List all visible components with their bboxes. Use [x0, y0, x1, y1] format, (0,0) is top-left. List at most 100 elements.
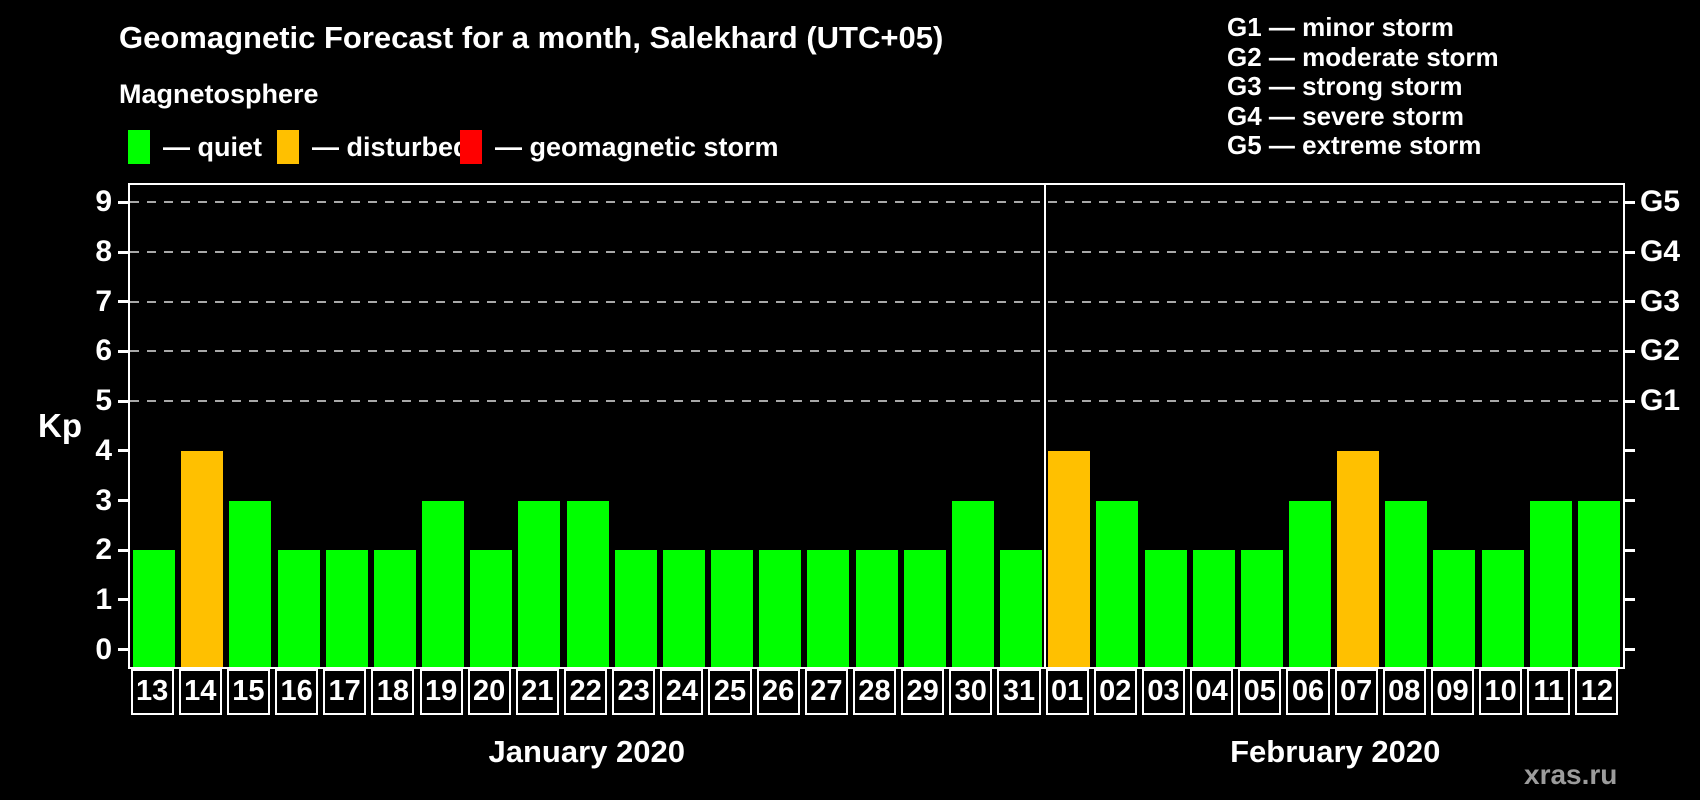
month-separator: [1044, 185, 1046, 667]
kp-bar: [1529, 500, 1572, 667]
watermark: xras.ru: [1524, 759, 1618, 790]
day-label: 18: [371, 669, 415, 715]
day-label: 02: [1093, 669, 1137, 715]
day-label: 24: [660, 669, 704, 715]
y-axis-tick: [118, 349, 128, 353]
gridline-kp-7: [130, 300, 1623, 303]
day-label: 17: [323, 669, 367, 715]
right-axis-tick: [1625, 200, 1635, 204]
day-label: 28: [852, 669, 897, 715]
kp-bar: [855, 550, 898, 667]
storm-scale-g3: G3 — strong storm: [1227, 71, 1463, 101]
kp-bar: [1289, 500, 1331, 667]
right-axis-tick: [1625, 349, 1635, 353]
month-labels: January 2020 February 2020: [128, 734, 1625, 774]
day-label: 10: [1479, 669, 1523, 715]
day-label: 21: [515, 669, 559, 715]
day-label: 16: [275, 669, 319, 715]
day-label: 05: [1238, 669, 1282, 715]
quiet-color-swatch: [128, 130, 150, 164]
kp-bar: [1337, 450, 1380, 667]
kp-bar: [181, 450, 224, 667]
storm-scale-g2: G2 — moderate storm: [1227, 41, 1499, 72]
y-axis-tick: [118, 499, 128, 503]
day-label: 22: [564, 669, 608, 715]
kp-bar: [1096, 500, 1139, 667]
day-label: 25: [708, 669, 752, 715]
day-label: 09: [1430, 669, 1475, 715]
y-axis-label: 4: [95, 433, 112, 467]
right-axis-tick: [1625, 598, 1635, 602]
gridline-kp-5: [130, 400, 1623, 403]
day-label: 13: [130, 669, 174, 715]
plot-area: Kp 0 1 2 3 4 5 6 7 8 9 G1 G2 G3 G4 G5: [38, 183, 1680, 669]
day-label: 27: [804, 669, 848, 715]
y-axis-label: 3: [95, 483, 112, 517]
storm-scale-legend: G1 — minor storm G2 — moderate storm G3 …: [1227, 12, 1499, 161]
kp-bar: [133, 550, 176, 667]
day-label: 29: [901, 669, 945, 715]
y-axis-tick: [118, 200, 128, 204]
y-axis-label: 6: [95, 334, 112, 368]
kp-bar: [759, 550, 802, 667]
kp-bar: [1577, 500, 1620, 667]
day-label: 04: [1190, 669, 1234, 715]
gridline-kp-8: [130, 251, 1623, 254]
kp-bar: [807, 550, 850, 667]
kp-bar: [951, 500, 994, 667]
g-scale-label: G3: [1640, 284, 1681, 318]
day-label: 26: [756, 669, 800, 715]
day-label: 14: [178, 669, 222, 715]
kp-bar: [711, 550, 753, 667]
kp-bar: [566, 500, 609, 667]
y-axis-label: 5: [95, 384, 112, 418]
day-label: 01: [1045, 669, 1089, 715]
y-axis-tick: [118, 598, 128, 602]
day-label: 15: [226, 669, 270, 715]
y-axis-tick: [118, 250, 128, 254]
legend-label-disturbed: — disturbed: [312, 131, 470, 162]
kp-bar: [1385, 500, 1428, 667]
right-axis-tick: [1625, 449, 1635, 453]
disturbed-color-swatch: [277, 130, 299, 164]
kp-bar: [903, 550, 946, 667]
day-label: 03: [1141, 669, 1186, 715]
kp-bar: [614, 550, 657, 667]
y-axis-tick: [118, 300, 128, 304]
day-label: 23: [612, 669, 656, 715]
y-axis-label: 8: [95, 235, 112, 269]
kp-bar: [1433, 550, 1476, 667]
chart-subtitle: Magnetosphere: [119, 79, 319, 109]
kp-bar: [1192, 550, 1235, 667]
day-axis: 13 14 15 16 17 18 19 20 21 22 23 24 25 26 27 28 29 30 31 01…: [128, 669, 1625, 715]
kp-bar: [277, 550, 320, 667]
kp-bar: [1048, 450, 1091, 667]
bars-container: [130, 185, 1623, 667]
y-axis-title: Kp: [38, 407, 82, 444]
kp-bar: [518, 500, 561, 667]
storm-scale-g4: G4 — severe storm: [1227, 100, 1465, 131]
storm-scale-g5: G5 — extreme storm: [1227, 130, 1482, 160]
right-axis-tick: [1625, 499, 1635, 503]
g-scale-label: G2: [1640, 334, 1681, 368]
kp-bar: [1000, 550, 1042, 667]
storm-scale-g1: G1 — minor storm: [1227, 12, 1454, 42]
legend-label-storm: — geomagnetic storm: [495, 131, 779, 162]
y-axis-label: 9: [95, 185, 112, 219]
day-label: 20: [467, 669, 511, 715]
y-axis-label: 1: [95, 582, 112, 616]
legend-label-quiet: — quiet: [163, 131, 262, 162]
g-scale-label: G5: [1640, 185, 1681, 219]
month-label: January 2020: [488, 734, 685, 769]
g-scale-label: G4: [1640, 235, 1681, 269]
legend-item-storm: — geomagnetic storm: [460, 130, 779, 164]
month-label: February 2020: [1230, 734, 1441, 769]
storm-color-swatch: [460, 130, 482, 164]
legend-item-disturbed: — disturbed: [277, 130, 470, 164]
y-axis-tick: [118, 449, 128, 453]
g-scale-label: G1: [1640, 384, 1681, 418]
gridline-kp-9: [130, 201, 1623, 204]
kp-bar: [1481, 550, 1524, 667]
kp-bar: [470, 550, 513, 667]
right-axis-tick: [1625, 399, 1635, 403]
